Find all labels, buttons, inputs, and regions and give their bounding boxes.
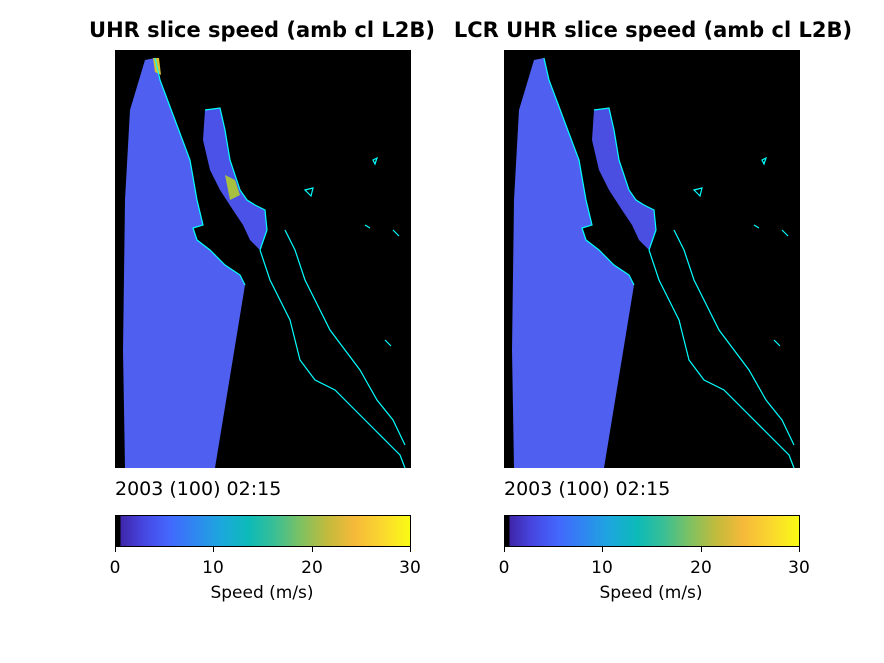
panel-right-timestamp: 2003 (100) 02:15: [504, 478, 671, 500]
panel-left-colorbar: [115, 515, 411, 547]
gulf-water: [592, 108, 656, 250]
colorbar-tick-label: 10: [202, 558, 224, 578]
colorbar-tick-label: 30: [788, 558, 810, 578]
colorbar-tick-label: 20: [301, 558, 323, 578]
colorbar-tick-label: 10: [591, 558, 613, 578]
colorbar-tick-label: 20: [690, 558, 712, 578]
ocean-swath: [123, 58, 245, 468]
colorbar-tick-label: 0: [498, 558, 510, 578]
gulf-water: [203, 108, 267, 250]
coastline: [154, 57, 406, 468]
ocean-swath: [512, 58, 634, 468]
panel-left-image: [115, 50, 411, 468]
panel-right-title: LCR UHR slice speed (amb cl L2B): [453, 18, 853, 42]
coastline: [543, 57, 795, 468]
panel-right-colorbar: [504, 515, 800, 547]
panel-left-colorbar-label: Speed (m/s): [210, 583, 314, 603]
colorbar-tick-label: 30: [399, 558, 421, 578]
panel-right-colorbar-label: Speed (m/s): [599, 583, 703, 603]
panel-left-timestamp: 2003 (100) 02:15: [115, 478, 282, 500]
colorbar-tick-label: 0: [109, 558, 121, 578]
panel-left-title: UHR slice speed (amb cl L2B): [89, 18, 435, 42]
panel-right-image: [504, 50, 800, 468]
